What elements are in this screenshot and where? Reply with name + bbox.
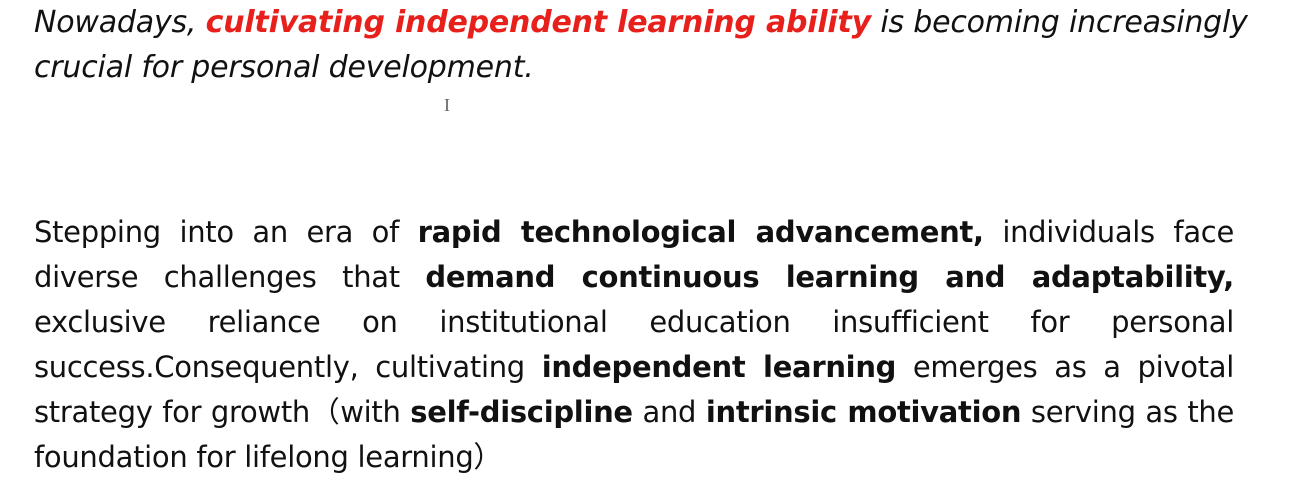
intro-highlight: cultivating independent learning ability xyxy=(205,5,872,40)
intro-sentence: Nowadays, cultivating independent learni… xyxy=(34,0,1264,90)
para-text-3: exclusive reliance on institutional educ… xyxy=(34,305,1234,384)
text-cursor-icon: I xyxy=(444,95,450,115)
body-paragraph: Stepping into an era of rapid technologi… xyxy=(34,210,1234,480)
para-bold-3: independent learning xyxy=(541,350,897,384)
para-text-2: individuals face diverse challenges that xyxy=(34,215,1234,294)
para-bold-2: demand continuous learning and adaptabil… xyxy=(425,260,1234,294)
intro-tail: is becoming increasingly crucial for per… xyxy=(34,5,1248,85)
document-page: Nowadays, cultivating independent learni… xyxy=(34,0,1264,474)
para-text-1: Stepping into an era of xyxy=(34,215,418,249)
intro-lead: Nowadays, xyxy=(34,5,206,40)
para-bold-5: intrinsic motivation xyxy=(705,395,1022,429)
para-text-5: and xyxy=(632,395,706,429)
para-bold-4: self-discipline xyxy=(410,395,633,429)
para-bold-1: rapid technological advancement, xyxy=(417,215,984,249)
para-text-4: emerges as a pivotal strategy for growth… xyxy=(34,350,1234,429)
